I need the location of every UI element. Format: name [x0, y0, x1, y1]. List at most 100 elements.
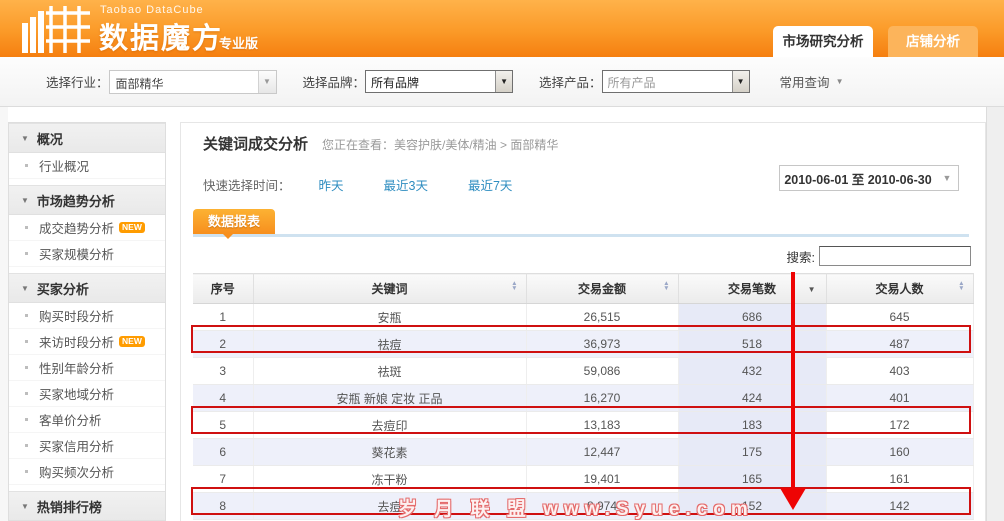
- product-label: 选择产品：: [539, 76, 602, 90]
- cell-keyword: 去痘: [253, 492, 527, 520]
- cell-amount: 36,973: [526, 330, 679, 358]
- col-header-amount[interactable]: 交易金额 ▲ ▼: [526, 273, 679, 304]
- sidebar-item-buyer-credit[interactable]: 买家信用分析: [9, 433, 165, 459]
- cell-amount: 8,974: [526, 492, 679, 520]
- sidebar-section-market-trend[interactable]: ▼ 市场趋势分析: [9, 185, 165, 215]
- chevron-down-icon[interactable]: ▼: [257, 70, 276, 93]
- cell-index: 7: [193, 465, 254, 493]
- bullet-icon: [25, 252, 28, 255]
- col-header-orders[interactable]: 交易笔数 ▼: [678, 273, 827, 304]
- item-label: 买家地域分析: [39, 388, 115, 402]
- item-label: 买家信用分析: [39, 440, 115, 454]
- bullet-icon: [25, 470, 28, 473]
- tab-market-research[interactable]: 市场研究分析: [773, 26, 873, 57]
- cell-keyword: 冻干粉: [253, 465, 527, 493]
- industry-value: 面部精华: [115, 76, 164, 91]
- date-range-picker[interactable]: 2010-06-01 至 2010-06-30 ▼: [779, 165, 959, 191]
- page-title: 关键词成交分析: [203, 136, 309, 153]
- item-label: 来访时段分析: [39, 336, 115, 350]
- quick-query-menu[interactable]: 常用查询 ▼: [780, 72, 844, 91]
- col-header-buyers[interactable]: 交易人数 ▲ ▼: [826, 273, 974, 304]
- cell-buyers: 142: [826, 492, 974, 520]
- cell-buyers: 403: [826, 357, 974, 385]
- cell-orders: 424: [678, 384, 827, 412]
- cell-index: 8: [193, 492, 254, 520]
- cell-buyers: 160: [826, 438, 974, 466]
- section-label: 市场趋势分析: [36, 193, 115, 209]
- cell-keyword: 去痘印: [253, 411, 527, 439]
- table-row: 7 冻干粉 19,401 165 161: [193, 465, 974, 493]
- cell-orders: 175: [678, 438, 827, 466]
- quick-time-label: 快速选择时间：: [203, 179, 291, 193]
- table-row: 1 安瓶 26,515 686 645: [193, 303, 974, 331]
- chevron-down-icon[interactable]: ▼: [731, 71, 749, 92]
- main-panel: 关键词成交分析 您正在查看：美容护肤/美体/精油 > 面部精华 快速选择时间： …: [180, 122, 986, 521]
- table-row: 6 葵花素 12,447 175 160: [193, 438, 974, 466]
- table-row: 8 去痘 8,974 152 142: [193, 492, 974, 520]
- col-header-index[interactable]: 序号: [193, 273, 254, 304]
- cell-buyers: 487: [826, 330, 974, 358]
- sidebar-item-purchase-frequency[interactable]: 购买频次分析: [9, 459, 165, 485]
- table-header-row: 序号 关键词 ▲ ▼ 交易金额 ▲ ▼ 交易笔数 ▼ 交易人数 ▲ ▼: [193, 273, 974, 304]
- sidebar-section-buyer-analysis[interactable]: ▼ 买家分析: [9, 273, 165, 303]
- time-link-last7days[interactable]: 最近7天: [467, 179, 513, 193]
- industry-combobox[interactable]: 面部精华 ▼: [108, 69, 277, 94]
- brand-select[interactable]: 所有品牌 ▼: [365, 70, 514, 93]
- brand-title: 数据魔方: [99, 23, 224, 55]
- date-range-value: 2010-06-01 至 2010-06-30: [784, 172, 932, 187]
- chevron-down-icon[interactable]: ▼: [942, 173, 952, 183]
- sidebar-item-purchase-time[interactable]: 购买时段分析: [9, 303, 165, 329]
- sidebar-item-industry-overview[interactable]: 行业概况: [9, 153, 165, 179]
- cell-amount: 16,270: [526, 384, 679, 412]
- sidebar-section-hot-ranking[interactable]: ▼ 热销排行榜: [9, 491, 165, 521]
- triangle-down-icon: ▼: [21, 133, 29, 143]
- bullet-icon: [25, 164, 28, 167]
- time-link-last3days[interactable]: 最近3天: [383, 179, 428, 193]
- cell-orders: 686: [678, 303, 827, 331]
- cell-amount: 12,447: [526, 438, 679, 466]
- bullet-icon: [25, 340, 28, 343]
- cell-buyers: 401: [826, 384, 974, 412]
- sidebar-section-overview[interactable]: ▼ 概况: [9, 123, 165, 153]
- item-label: 性别年龄分析: [39, 362, 115, 376]
- item-label: 购买时段分析: [39, 310, 115, 324]
- col-label: 交易人数: [875, 282, 924, 296]
- tab-notch: [223, 234, 233, 239]
- tab-shop-analysis[interactable]: 店铺分析: [888, 26, 978, 57]
- cell-index: 5: [193, 411, 254, 439]
- item-label: 行业概况: [39, 160, 90, 174]
- cell-orders: 518: [678, 330, 827, 358]
- cell-keyword: 安瓶: [253, 303, 527, 331]
- item-label: 客单价分析: [39, 414, 102, 428]
- chevron-down-icon[interactable]: ▼: [495, 71, 513, 92]
- section-label: 概况: [36, 131, 63, 147]
- col-header-keyword[interactable]: 关键词 ▲ ▼: [253, 273, 527, 304]
- table-row: 3 祛斑 59,086 432 403: [193, 357, 974, 385]
- cell-amount: 19,401: [526, 465, 679, 493]
- sidebar-item-gender-age[interactable]: 性别年龄分析: [9, 355, 165, 381]
- quick-query-label: 常用查询: [779, 76, 830, 90]
- right-gutter: [986, 107, 1004, 521]
- left-gutter: [0, 107, 8, 521]
- tab-data-report[interactable]: 数据报表: [193, 209, 275, 234]
- sidebar-item-buyer-scale[interactable]: 买家规模分析: [9, 241, 165, 267]
- sort-icon: ▲ ▼: [663, 280, 670, 292]
- item-label: 购买频次分析: [39, 466, 115, 480]
- sidebar-item-unit-price[interactable]: 客单价分析: [9, 407, 165, 433]
- search-input[interactable]: [819, 246, 971, 266]
- sidebar-item-buyer-region[interactable]: 买家地域分析: [9, 381, 165, 407]
- sort-icon: ▲ ▼: [511, 280, 518, 292]
- time-link-yesterday[interactable]: 昨天: [318, 179, 344, 193]
- tab-divider: [193, 234, 969, 237]
- sort-desc-icon[interactable]: ▼: [807, 285, 816, 294]
- bullet-icon: [25, 314, 28, 317]
- section-label: 买家分析: [36, 281, 89, 297]
- sidebar-item-deal-trend[interactable]: 成交趋势分析 NEW: [9, 215, 165, 241]
- filter-bar: 选择行业： 面部精华 ▼ 选择品牌： 所有品牌 ▼ 选择产品： 所有产品 ▼ 常…: [0, 57, 1004, 107]
- datacube-logo: [22, 6, 90, 53]
- product-select[interactable]: 所有产品 ▼: [601, 70, 750, 93]
- bullet-icon: [25, 226, 28, 229]
- triangle-down-icon: ▼: [21, 283, 29, 293]
- sidebar-item-visit-time[interactable]: 来访时段分析 NEW: [9, 329, 165, 355]
